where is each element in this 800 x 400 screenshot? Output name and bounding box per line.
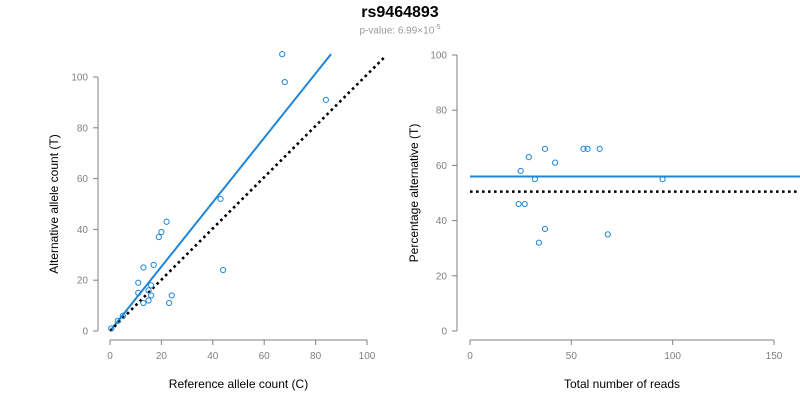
data-point <box>114 317 121 324</box>
data-point <box>279 51 286 58</box>
data-point <box>580 145 587 152</box>
data-point <box>596 145 603 152</box>
data-point <box>145 297 152 304</box>
x-tick-label: 60 <box>259 351 271 362</box>
y-tick-label: 40 <box>436 216 448 227</box>
x-axis-title: Total number of reads <box>564 377 680 391</box>
data-point <box>604 231 611 238</box>
chart-title: rs9464893 <box>361 4 439 21</box>
x-axis-title: Reference allele count (C) <box>169 377 308 391</box>
y-axis-title: Alternative allele count (T) <box>47 134 61 273</box>
data-point <box>552 159 559 166</box>
data-point <box>659 176 666 183</box>
x-tick-label: 50 <box>566 351 578 362</box>
data-point <box>166 299 173 307</box>
data-point <box>168 292 175 299</box>
chart-subtitle: p-value: 6.99×10-5 <box>0 24 800 36</box>
y-tick-label: 0 <box>441 327 447 338</box>
data-point <box>541 225 549 232</box>
y-tick-label: 60 <box>436 161 448 172</box>
y-tick-label: 40 <box>77 225 89 236</box>
data-point <box>145 287 152 294</box>
data-point <box>163 218 170 225</box>
data-point <box>517 167 524 175</box>
data-point <box>322 96 329 103</box>
y-tick-label: 60 <box>77 174 89 185</box>
data-point <box>525 154 532 161</box>
allele-count-scatter: 0 20 40 60 80 100 0 20 40 60 80 100 Reference allele… <box>47 51 386 391</box>
x-tick-label: 80 <box>310 351 322 362</box>
data-point <box>515 200 522 208</box>
data-point <box>140 264 147 271</box>
data-point <box>108 325 115 332</box>
data-point <box>150 261 157 269</box>
fit-line <box>109 53 332 332</box>
data-point <box>535 239 543 246</box>
p-value-exponent: -5 <box>434 24 441 31</box>
p-value-label: p-value: 6.99×10 <box>359 25 435 37</box>
x-tick-label: 100 <box>359 351 376 362</box>
x-tick-label: 150 <box>766 351 783 362</box>
data-point <box>217 195 224 203</box>
data-point <box>158 228 165 236</box>
data-point <box>148 292 155 299</box>
y-tick-label: 80 <box>77 123 89 134</box>
data-point <box>135 279 142 286</box>
data-point <box>155 233 162 241</box>
y-tick-label: 80 <box>436 106 448 117</box>
data-point <box>219 266 227 274</box>
data-point <box>541 145 549 152</box>
reference-line <box>109 55 386 332</box>
x-tick-label: 40 <box>207 351 219 362</box>
y-tick-label: 0 <box>82 327 88 338</box>
x-tick-label: 20 <box>156 351 168 362</box>
x-tick-label: 100 <box>664 351 681 362</box>
y-tick-label: 100 <box>71 73 88 84</box>
data-point <box>135 289 142 296</box>
data-point <box>119 312 126 319</box>
percentage-alternative-scatter: 0 50 100 150 0 20 40 60 80 100 Total number of rea… <box>407 51 800 391</box>
data-point <box>140 299 147 307</box>
data-point <box>521 200 528 208</box>
data-point <box>531 176 538 183</box>
x-tick-label: 0 <box>107 351 113 362</box>
x-tick-label: 0 <box>467 351 473 362</box>
data-point <box>584 145 591 152</box>
y-tick-label: 20 <box>77 276 89 287</box>
data-point <box>281 78 288 86</box>
y-tick-label: 100 <box>430 51 447 62</box>
data-point <box>148 282 155 289</box>
y-tick-label: 20 <box>436 271 448 282</box>
y-axis-title: Percentage alternative (T) <box>407 124 421 263</box>
